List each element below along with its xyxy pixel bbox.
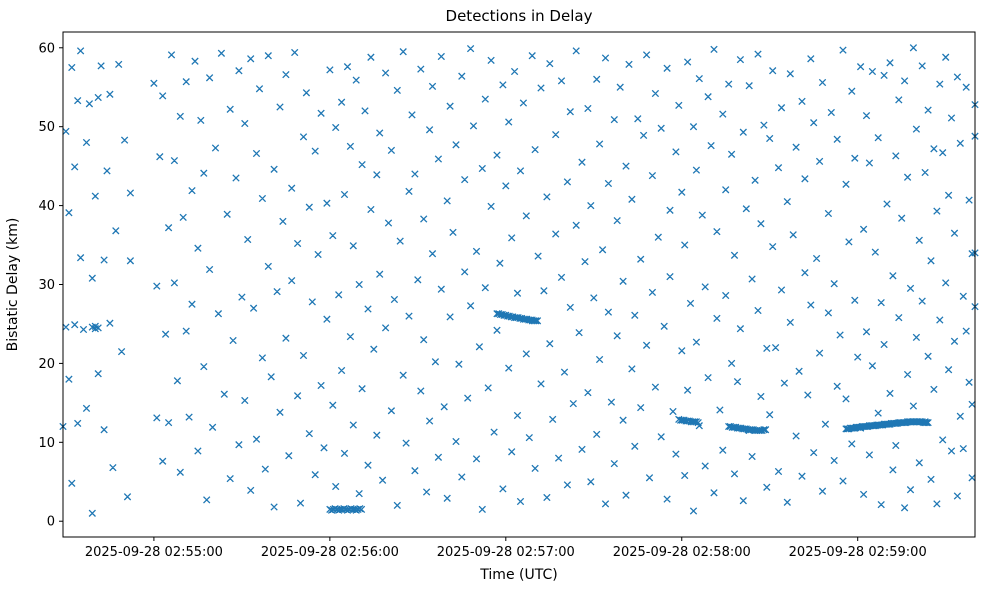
x-tick-label: 2025-09-28 02:57:00 <box>437 545 575 560</box>
axes-spines <box>62 31 976 538</box>
y-axis-label: Bistatic Delay (km) <box>5 218 21 352</box>
plot-area <box>63 32 975 537</box>
y-tick-label: 10 <box>38 436 55 451</box>
x-tick-label: 2025-09-28 02:58:00 <box>613 545 751 560</box>
x-tick-label: 2025-09-28 02:55:00 <box>85 545 223 560</box>
y-tick-label: 0 <box>47 515 55 530</box>
y-tick-label: 40 <box>38 199 55 214</box>
axis-ticks: 2025-09-28 02:55:00 2025-09-28 02:56:00 20… <box>38 41 926 560</box>
y-tick-label: 50 <box>38 120 55 135</box>
y-tick-label: 30 <box>38 278 55 293</box>
x-tick-label: 2025-09-28 02:59:00 <box>789 545 927 560</box>
y-tick-label: 20 <box>38 357 55 372</box>
chart-title: Detections in Delay <box>446 7 593 25</box>
y-tick-label: 60 <box>38 41 55 56</box>
x-tick-label: 2025-09-28 02:56:00 <box>261 545 399 560</box>
x-axis-label: Time (UTC) <box>479 567 557 583</box>
